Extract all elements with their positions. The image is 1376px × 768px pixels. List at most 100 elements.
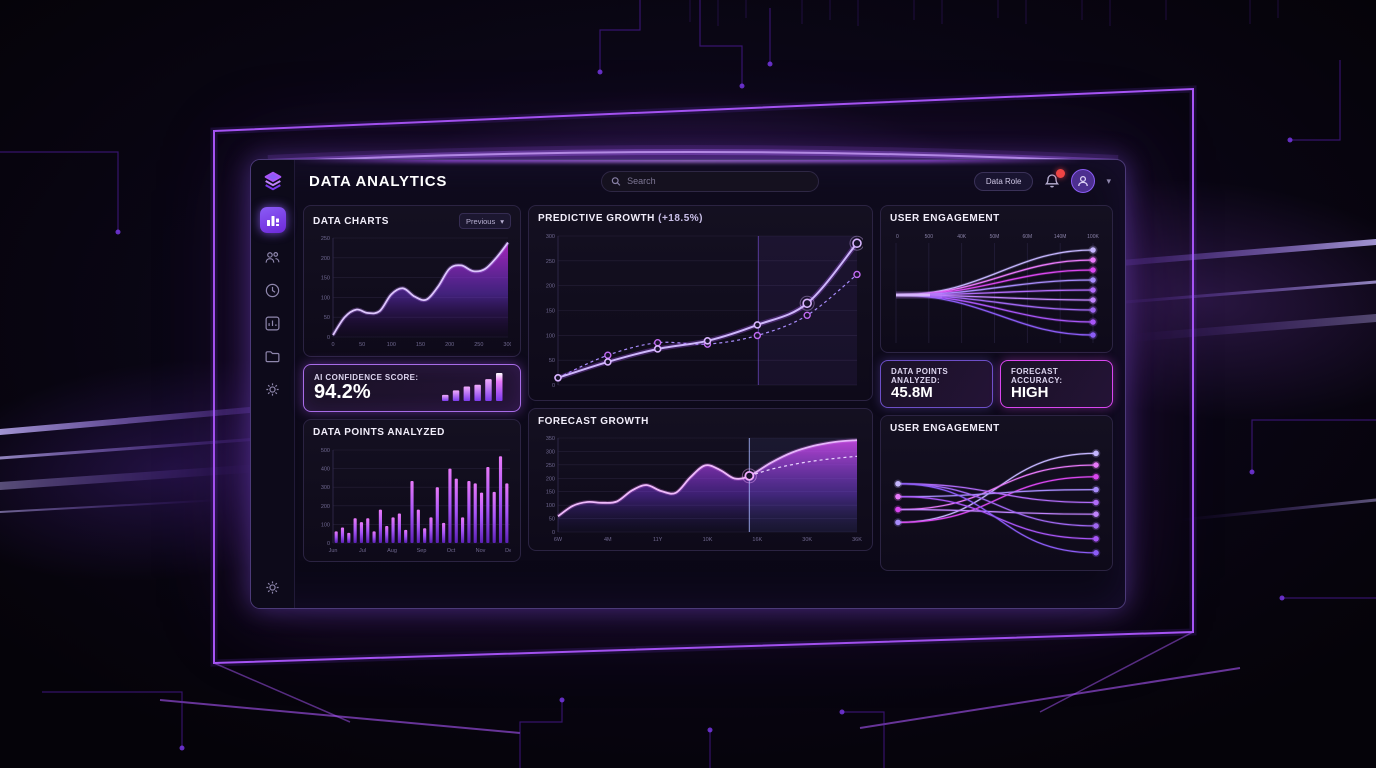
svg-text:100K: 100K bbox=[1087, 234, 1099, 240]
svg-text:100: 100 bbox=[321, 522, 330, 528]
stat-cards-row: DATA POINTS ANALYZED: 45.8M FORECAST ACC… bbox=[880, 360, 1113, 408]
svg-text:50: 50 bbox=[549, 517, 555, 523]
data-charts-panel: DATA CHARTS Previous ▾ 250 200 150 100 50 0 0 5… bbox=[303, 205, 521, 357]
svg-text:300: 300 bbox=[503, 342, 511, 348]
svg-text:Nov: Nov bbox=[476, 548, 486, 554]
data-points-panel: DATA POINTS ANALYZED 500 400 300 200 100 0 Jun… bbox=[303, 419, 521, 562]
search-input[interactable] bbox=[627, 176, 809, 186]
notification-badge bbox=[1056, 169, 1066, 178]
svg-text:0: 0 bbox=[327, 541, 330, 547]
svg-text:100: 100 bbox=[387, 342, 396, 348]
panel-title: USER ENGAGEMENT bbox=[890, 213, 1000, 224]
svg-text:100: 100 bbox=[546, 333, 555, 339]
svg-text:250: 250 bbox=[474, 342, 483, 348]
svg-text:150: 150 bbox=[546, 490, 555, 496]
svg-text:Aug: Aug bbox=[387, 548, 397, 554]
forecast-area-chart: 350 300 250 200 150 100 50 0 6W 4M 11Y 10K 16K 30K 36K bbox=[538, 427, 863, 545]
svg-text:300: 300 bbox=[546, 234, 555, 240]
predictive-growth-panel: PREDICTIVE GROWTH (+18.5%) 300 250 200 150 1… bbox=[528, 205, 873, 401]
svg-text:100: 100 bbox=[546, 503, 555, 509]
search-bar[interactable] bbox=[601, 170, 819, 192]
svg-text:0: 0 bbox=[331, 342, 334, 348]
svg-text:300: 300 bbox=[321, 485, 330, 491]
svg-text:140M: 140M bbox=[1054, 234, 1067, 240]
svg-text:50: 50 bbox=[324, 315, 330, 321]
svg-text:Sep: Sep bbox=[417, 548, 427, 554]
svg-text:6W: 6W bbox=[554, 537, 563, 543]
period-dropdown[interactable]: Previous ▾ bbox=[459, 213, 511, 229]
svg-text:250: 250 bbox=[546, 259, 555, 265]
data-points-stat-card: DATA POINTS ANALYZED: 45.8M bbox=[880, 360, 993, 408]
svg-text:10K: 10K bbox=[703, 537, 713, 543]
user-engagement-panel: USER ENGAGEMENT 0 500 40K 50M 60M 140M 100K bbox=[880, 205, 1113, 353]
growth-delta: (+18.5%) bbox=[658, 213, 703, 224]
bell-icon bbox=[1045, 174, 1060, 188]
sidebar-item-history[interactable] bbox=[264, 281, 282, 299]
svg-text:150: 150 bbox=[546, 309, 555, 315]
stat-value: 94.2% bbox=[314, 381, 371, 403]
svg-text:350: 350 bbox=[546, 436, 555, 442]
forecast-accuracy-stat-card: FORECAST ACCURACY: HIGH bbox=[1000, 360, 1113, 408]
panel-title: PREDICTIVE GROWTH (+18.5%) bbox=[538, 213, 703, 224]
svg-text:0: 0 bbox=[552, 383, 555, 389]
user-engagement-flow-panel: USER ENGAGEMENT bbox=[880, 415, 1113, 571]
svg-text:50: 50 bbox=[549, 358, 555, 364]
main-area: DATA ANALYTICS Data Role bbox=[295, 160, 1125, 608]
svg-text:150: 150 bbox=[321, 276, 330, 282]
svg-text:200: 200 bbox=[546, 284, 555, 290]
svg-text:250: 250 bbox=[321, 236, 330, 242]
header: DATA ANALYTICS Data Role bbox=[295, 160, 1125, 202]
stat-value: 45.8M bbox=[891, 384, 933, 402]
stat-label: AI CONFIDENCE SCORE: bbox=[314, 373, 419, 382]
svg-text:400: 400 bbox=[321, 467, 330, 473]
svg-text:30K: 30K bbox=[802, 537, 812, 543]
sidebar-item-dashboard[interactable] bbox=[259, 207, 286, 233]
svg-text:Oct: Oct bbox=[447, 548, 456, 554]
dashboard-window: DATA ANALYTICS Data Role bbox=[250, 159, 1126, 609]
svg-text:60M: 60M bbox=[1022, 234, 1032, 240]
forecast-growth-panel: FORECAST GROWTH 350 300 250 200 150 100 50 0 6W 4… bbox=[528, 408, 873, 551]
layers-logo-icon bbox=[264, 171, 281, 191]
sidebar-item-preferences[interactable] bbox=[264, 380, 282, 398]
svg-text:16K: 16K bbox=[752, 537, 762, 543]
svg-text:0: 0 bbox=[896, 234, 899, 240]
panel-title: DATA CHARTS bbox=[313, 215, 389, 227]
sidebar-item-reports[interactable] bbox=[264, 314, 282, 332]
svg-text:250: 250 bbox=[546, 463, 555, 469]
stat-label: FORECAST ACCURACY: bbox=[1011, 367, 1063, 386]
chart-box-icon bbox=[265, 316, 280, 330]
svg-text:Jun: Jun bbox=[329, 548, 338, 554]
svg-text:11Y: 11Y bbox=[653, 537, 663, 543]
panel-title: USER ENGAGEMENT bbox=[890, 423, 1000, 434]
sidebar-item-settings[interactable] bbox=[264, 578, 282, 596]
svg-text:Dec: Dec bbox=[505, 548, 511, 554]
svg-text:500: 500 bbox=[925, 234, 934, 240]
sidebar-item-files[interactable] bbox=[264, 347, 282, 365]
svg-text:200: 200 bbox=[445, 342, 454, 348]
gear-icon bbox=[266, 580, 279, 594]
panel-title: DATA POINTS ANALYZED bbox=[313, 427, 445, 438]
chevron-down-icon[interactable]: ▾ bbox=[1106, 175, 1111, 186]
svg-text:300: 300 bbox=[546, 449, 555, 455]
svg-text:4M: 4M bbox=[604, 537, 612, 543]
panel-title: FORECAST GROWTH bbox=[538, 416, 649, 427]
svg-text:Jul: Jul bbox=[359, 548, 366, 554]
chevron-down-icon: ▾ bbox=[500, 216, 504, 226]
stat-label: DATA POINTS ANALYZED: bbox=[891, 367, 949, 386]
sidebar-item-users[interactable] bbox=[264, 248, 282, 266]
clock-icon bbox=[265, 283, 280, 297]
data-role-button[interactable]: Data Role bbox=[973, 171, 1034, 191]
page-title: DATA ANALYTICS bbox=[309, 172, 448, 190]
notifications-button[interactable] bbox=[1044, 169, 1066, 189]
svg-text:100: 100 bbox=[321, 295, 330, 301]
ai-confidence-card: AI CONFIDENCE SCORE: 94.2% bbox=[303, 364, 521, 412]
avatar[interactable] bbox=[1071, 169, 1096, 193]
svg-text:50: 50 bbox=[359, 342, 365, 348]
user-icon bbox=[1078, 175, 1089, 187]
folder-icon bbox=[265, 350, 280, 362]
bar-chart-icon bbox=[266, 216, 279, 226]
svg-text:40K: 40K bbox=[957, 234, 967, 240]
users-icon bbox=[265, 251, 280, 263]
stat-value: HIGH bbox=[1011, 384, 1049, 402]
